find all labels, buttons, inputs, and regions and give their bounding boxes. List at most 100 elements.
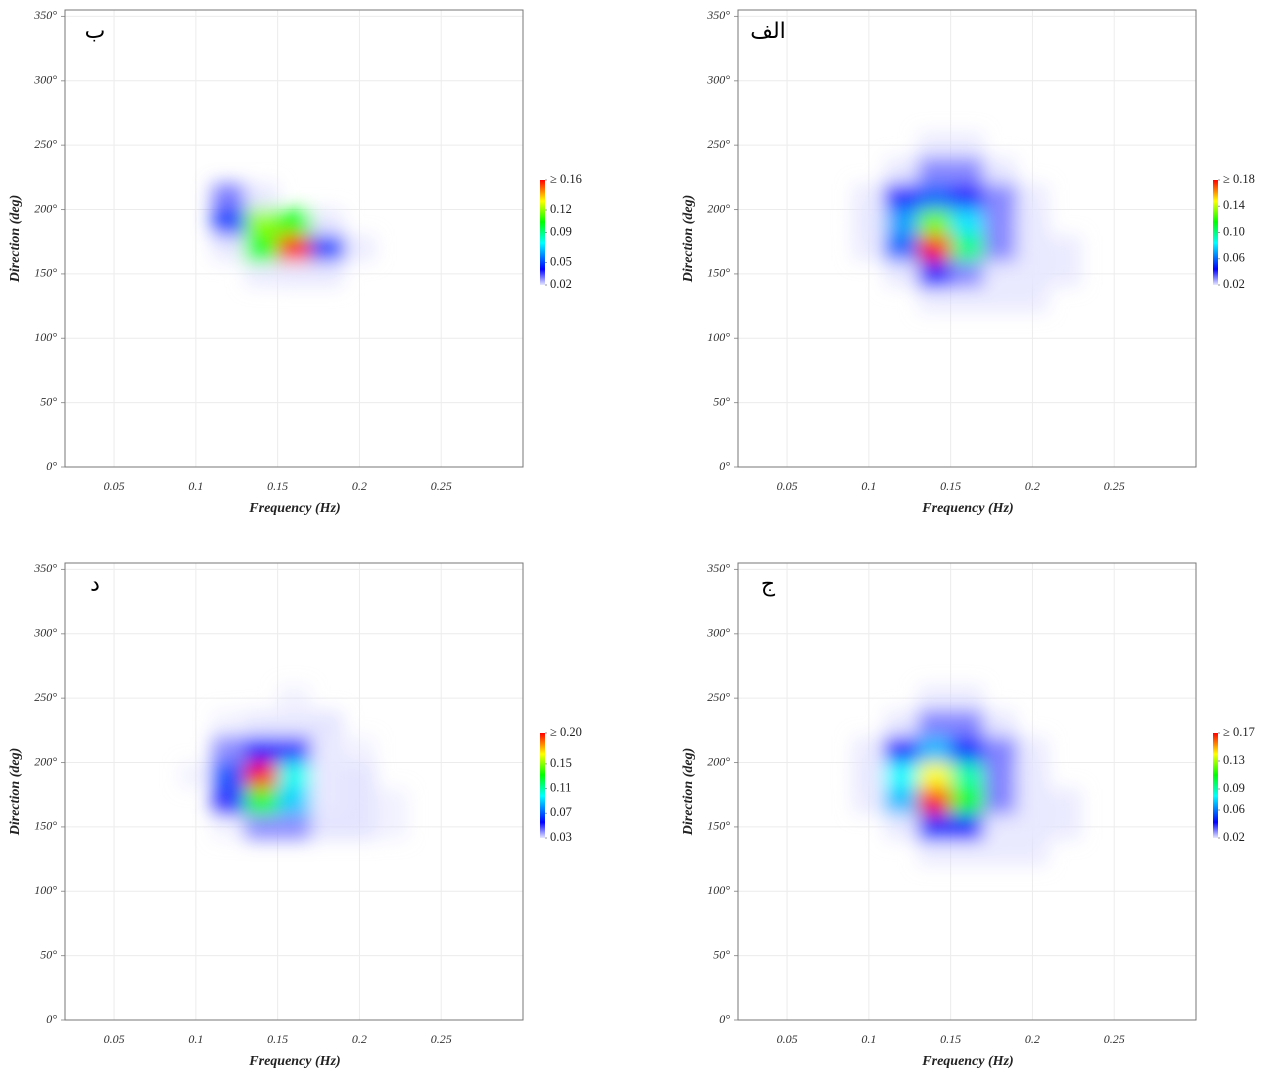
y-axis-label: Direction (deg) <box>8 748 23 836</box>
y-tick-label: 100° <box>34 883 57 897</box>
heatmap-cell <box>1016 158 1049 184</box>
heatmap-cell <box>853 711 886 737</box>
y-tick-label: 150° <box>34 266 57 280</box>
heatmap-cell <box>212 685 245 711</box>
colorbar-label: 0.13 <box>1223 753 1245 767</box>
heatmap-cell <box>212 209 245 236</box>
heatmap-cell <box>376 711 409 737</box>
y-tick-label: 150° <box>707 266 730 280</box>
heatmap-cell <box>852 736 886 763</box>
heatmap-cell <box>278 840 311 866</box>
x-axis-label: Frequency (Hz) <box>921 1054 1013 1069</box>
heatmap-cells <box>179 685 409 866</box>
colorbar-label: 0.02 <box>1223 277 1245 291</box>
y-tick-label: 200° <box>707 201 730 215</box>
heatmap-cell <box>885 814 918 840</box>
heatmap-cell <box>343 814 376 840</box>
colorbar-label: 0.06 <box>1223 251 1245 265</box>
y-tick-label: 250° <box>34 690 57 704</box>
heatmap-cell <box>917 814 951 840</box>
heatmap-cell <box>852 209 886 236</box>
heatmap-cell <box>983 183 1017 210</box>
heatmap-cell <box>310 736 344 763</box>
x-tick-label: 0.15 <box>267 479 288 493</box>
heatmap-cell <box>917 762 951 789</box>
heatmap-cell <box>853 287 886 313</box>
panel: 0.05 0.1 0.15 0.2 0.25 0° 50° 100° 150° 200° 250° 3… <box>8 561 582 1069</box>
x-tick-label: 0.1 <box>861 1032 876 1046</box>
colorbar <box>540 733 545 838</box>
heatmap-cell <box>852 762 886 789</box>
heatmap-cell <box>343 184 376 210</box>
heatmap-cell <box>376 235 409 261</box>
heatmap-field <box>852 685 1082 866</box>
x-axis-label: Frequency (Hz) <box>921 501 1013 516</box>
heatmap-cell <box>983 235 1017 262</box>
heatmap-cell <box>310 158 343 184</box>
heatmap-cell <box>277 685 311 712</box>
x-tick-label: 0.05 <box>777 479 798 493</box>
x-tick-label: 0.15 <box>940 1032 961 1046</box>
colorbar-label: 0.06 <box>1223 802 1245 816</box>
heatmap-cell <box>244 711 278 737</box>
heatmap-cell <box>212 762 245 789</box>
x-tick-label: 0.05 <box>777 1032 798 1046</box>
x-tick-label: 0.2 <box>1025 479 1040 493</box>
heatmap-cell <box>983 158 1017 184</box>
heatmap-cell <box>277 711 311 737</box>
heatmap-cell <box>310 711 344 737</box>
heatmap-cell <box>1016 788 1049 815</box>
heatmap-cell <box>343 762 376 789</box>
heatmap-cell <box>212 183 245 210</box>
heatmap-cell <box>1016 261 1049 287</box>
y-tick-label: 100° <box>707 330 730 344</box>
heatmap-cell <box>343 711 376 737</box>
y-tick-label: 50° <box>713 947 730 961</box>
colorbar-label: 0.10 <box>1223 224 1245 238</box>
y-tick-label: 250° <box>707 137 730 151</box>
heatmap-cell <box>983 736 1017 763</box>
x-tick-label: 0.1 <box>188 479 203 493</box>
y-tick-label: 350° <box>706 8 730 22</box>
plot-frame <box>64 9 524 468</box>
x-tick-label: 0.25 <box>431 479 452 493</box>
x-tick-label: 0.1 <box>188 1032 203 1046</box>
heatmap-cell <box>852 183 886 210</box>
heatmap-cell <box>212 736 245 763</box>
heatmap-cell <box>180 184 213 210</box>
heatmap-cell <box>244 209 278 236</box>
heatmap-cells <box>852 132 1082 313</box>
heatmap-cell <box>310 762 344 789</box>
heatmap-cell <box>1016 183 1049 210</box>
heatmap-cell <box>1049 840 1082 866</box>
heatmap-cell <box>180 132 213 158</box>
colorbar-label: 0.02 <box>1223 830 1245 844</box>
colorbar-label: 0.11 <box>550 780 571 794</box>
heatmap-cell <box>212 261 245 287</box>
heatmap-cell <box>343 685 376 711</box>
heatmap-cell <box>885 158 918 184</box>
heatmap-cell <box>853 132 886 158</box>
heatmap-cell <box>1049 287 1082 313</box>
heatmap-cell <box>1048 788 1082 815</box>
heatmap-cell <box>343 287 376 313</box>
heatmap-cell <box>376 287 409 313</box>
heatmap-cells <box>180 132 409 313</box>
colorbar-label: 0.14 <box>1223 198 1246 212</box>
heatmap-cell <box>180 158 213 184</box>
heatmap-cell <box>277 736 311 763</box>
heatmap-cell <box>917 839 951 866</box>
x-tick-label: 0.25 <box>1104 479 1125 493</box>
heatmap-cell <box>950 183 984 210</box>
y-tick-label: 100° <box>707 883 730 897</box>
y-tick-label: 300° <box>33 73 57 87</box>
colorbar-label: 0.15 <box>550 756 572 770</box>
y-tick-label: 0° <box>46 459 57 473</box>
heatmap-cell <box>885 788 918 815</box>
heatmap-cell <box>343 261 376 287</box>
heatmap-cell <box>950 132 984 159</box>
heatmap-cell <box>310 685 343 711</box>
heatmap-cell <box>375 788 409 815</box>
x-tick-label: 0.25 <box>431 1032 452 1046</box>
heatmap-cell <box>917 209 951 236</box>
